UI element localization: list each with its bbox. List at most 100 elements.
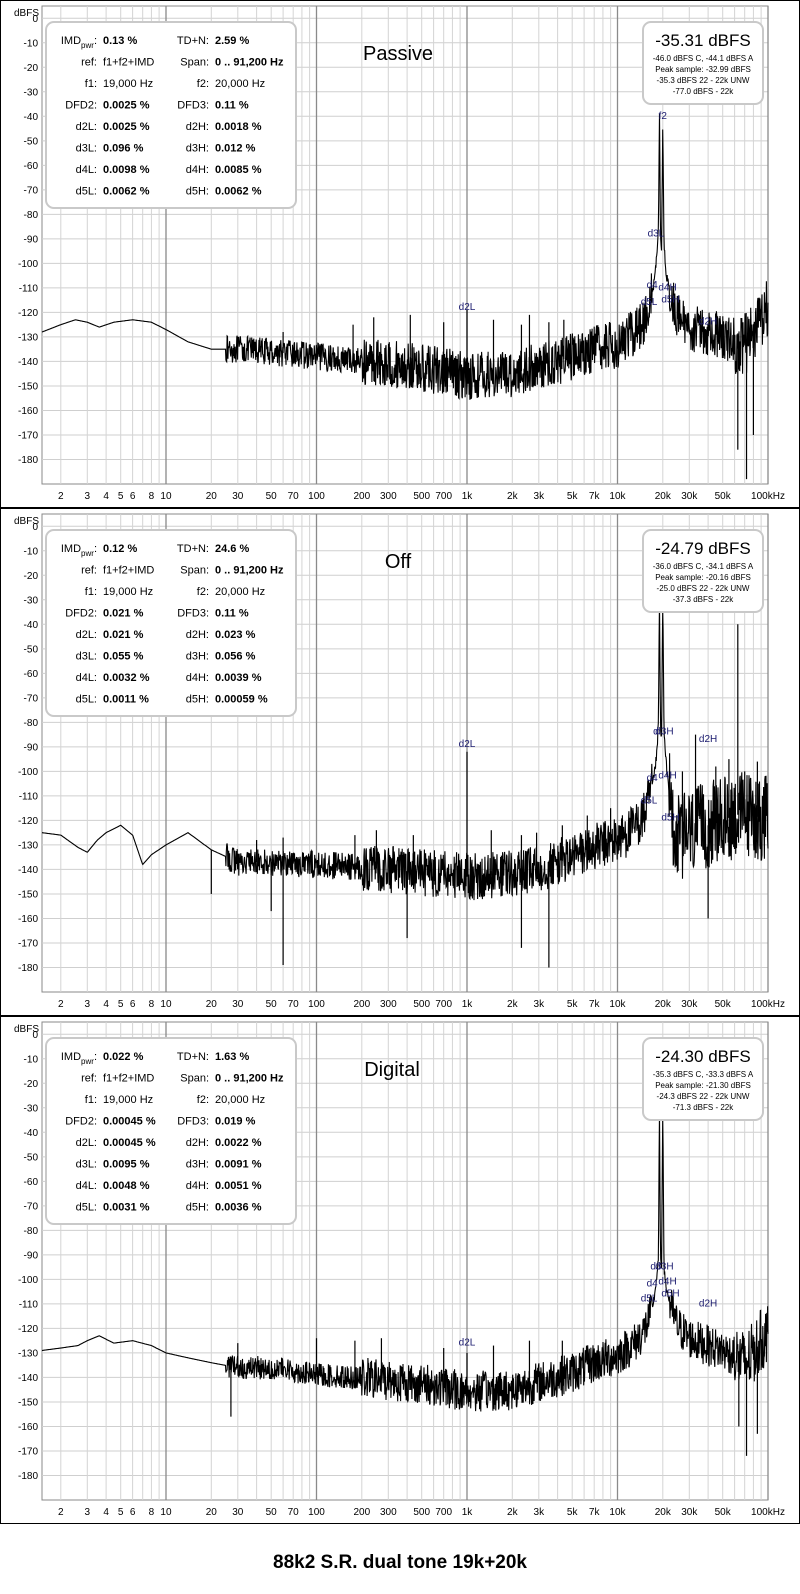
y-tick-label: -130 [18,332,38,343]
y-tick-label: -160 [18,406,38,417]
y-tick-label: 0 [32,14,38,25]
x-tick-label: 500 [413,1507,430,1518]
stat-value: 0.0048 % [103,1180,150,1192]
stat-value: 19,000 Hz [103,586,153,598]
stat-label: DFD3: [177,1116,209,1128]
x-tick-label: 10k [609,999,626,1010]
stat-label: ref: [81,565,97,577]
stat-label: d2L: [76,121,97,133]
x-tick-label: 700 [435,1507,452,1518]
y-tick-label: -180 [18,455,38,466]
stats-box: IMDpwr: 0.022 % TD+N: 1.63 % ref: f1+f2+IMD Sp… [45,1037,297,1225]
level-readout: -24.30 dBFS [655,1047,750,1066]
x-tick-label: 8 [149,491,155,502]
stat-value: 0.13 % [103,35,137,47]
stat-value: 0.012 % [215,143,256,155]
stat-label: DFD3: [177,100,209,112]
x-tick-label: 30 [232,999,244,1010]
x-tick-label: 3 [85,1507,91,1518]
stat-label: f2: [197,78,209,90]
x-tick-label: 3k [534,1507,546,1518]
x-tick-label: 10k [609,491,626,502]
y-tick-label: -90 [24,742,39,753]
x-tick-label: 50 [266,999,278,1010]
x-tick-label: 2 [58,1507,64,1518]
y-tick-label: -60 [24,1177,39,1188]
stat-label: f1: [85,78,97,90]
figure-caption: 88k2 S.R. dual tone 19k+20k [273,1552,527,1573]
level-box-frame [642,21,764,105]
stat-label: DFD2: [65,608,97,620]
stat-label: DFD2: [65,100,97,112]
y-tick-label: -80 [24,1226,39,1237]
stat-label: ref: [81,57,97,69]
y-tick-label: -70 [24,1201,39,1212]
x-tick-label: 5 [118,1507,124,1518]
stat-label: TD+N: [177,1051,209,1063]
y-tick-label: -140 [18,865,38,876]
stat-value: 0.0098 % [103,164,150,176]
y-tick-label: -100 [18,767,38,778]
stat-value: f1+f2+IMD [103,565,154,577]
y-tick-label: -120 [18,816,38,827]
panel-title: Digital [364,1059,420,1081]
stat-value: 0.0031 % [103,1202,150,1214]
stat-value: 0.022 % [103,1051,144,1063]
y-tick-label: -150 [18,381,38,392]
y-tick-label: -160 [18,914,38,925]
stat-label: d5H: [186,694,209,706]
x-tick-label: 200 [353,999,370,1010]
stat-label: d4H: [186,164,209,176]
stat-value: 0.0051 % [215,1180,262,1192]
x-tick-label: 6 [130,1507,136,1518]
stat-label: IMDpwr: [61,35,97,50]
stat-value: 0.096 % [103,143,144,155]
stat-label: d2H: [186,121,209,133]
x-tick-label: 20k [655,1507,672,1518]
stat-value: f1+f2+IMD [103,1073,154,1085]
level-box-frame [642,529,764,613]
x-tick-label: 20 [206,1507,218,1518]
stat-value: 19,000 Hz [103,78,153,90]
x-tick-label: 5 [118,999,124,1010]
y-tick-label: -60 [24,161,39,172]
stat-value: f1+f2+IMD [103,57,154,69]
x-tick-label: 8 [149,1507,155,1518]
level-detail: -37.3 dBFS - 22k [673,595,734,604]
stat-value: 0.0025 % [103,121,150,133]
y-tick-label: -90 [24,1250,39,1261]
y-tick-label: -20 [24,571,39,582]
stats-box: IMDpwr: 0.13 % TD+N: 2.59 % ref: f1+f2+IMD Spa… [45,21,297,209]
x-tick-label: 7k [589,1507,601,1518]
stat-value: 0.00045 % [103,1116,156,1128]
stat-value: 24.6 % [215,543,249,555]
stat-label: d2L: [76,629,97,641]
x-tick-label: 10 [160,1507,172,1518]
y-tick-label: 0 [32,1030,38,1041]
level-detail: -35.3 dBFS C, -33.3 dBFS A [653,1070,754,1079]
x-tick-label: 3 [85,999,91,1010]
spectrum-chart: 0 -10 -20 -30 -40 -50 -60 -70 -80 -90 -100 -110 -120… [0,1016,800,1524]
stat-value: 0.0062 % [103,186,150,198]
harmonic-label: d5H [661,812,679,823]
stat-label: d3H: [186,1159,209,1171]
x-tick-label: 500 [413,999,430,1010]
x-tick-label: 2k [507,491,519,502]
level-detail: -24.3 dBFS 22 - 22k UNW [657,1092,750,1101]
stat-value: 0.0011 % [103,694,149,706]
y-tick-label: -10 [24,1054,39,1065]
x-tick-label: 10 [160,999,172,1010]
spectrum-trace [41,1111,769,1412]
x-tick-label: 300 [380,999,397,1010]
x-tick-label: 50k [715,999,732,1010]
y-tick-label: -100 [18,1275,38,1286]
stat-label: Span: [180,565,209,577]
stat-value: 0.11 % [215,608,249,620]
y-tick-label: -80 [24,210,39,221]
stat-value: 0 .. 91,200 Hz [215,57,284,69]
harmonic-label: d2L [459,1338,476,1349]
y-tick-label: -70 [24,185,39,196]
x-tick-label: 2 [58,999,64,1010]
y-tick-label: 0 [32,522,38,533]
stat-label: d5L: [76,186,97,198]
